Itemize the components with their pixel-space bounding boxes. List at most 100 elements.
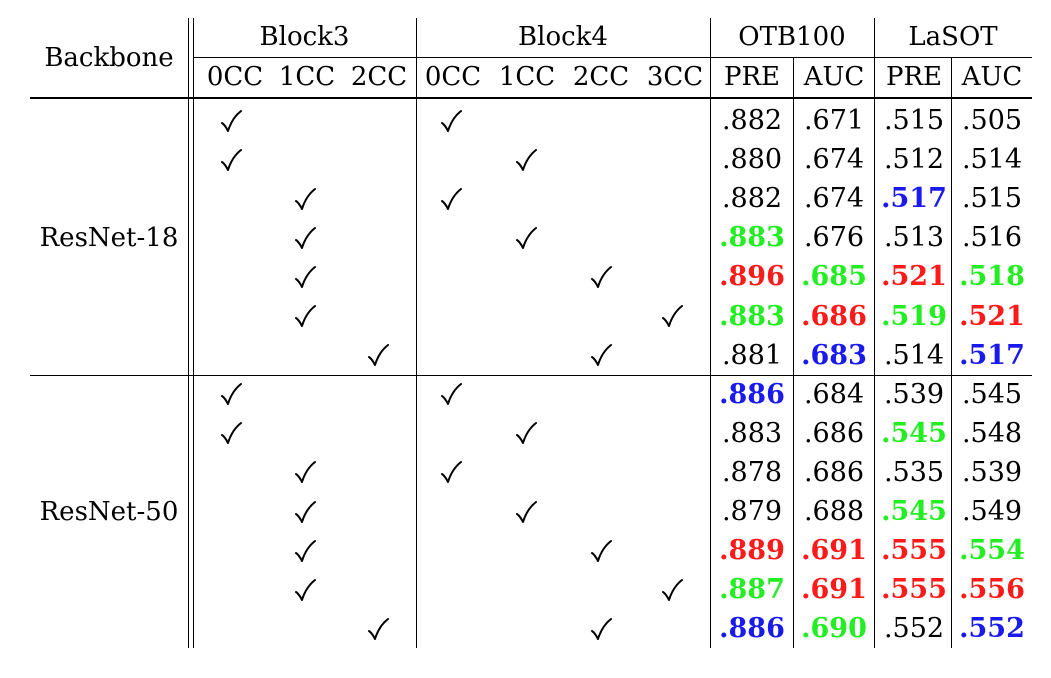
otb100-pre-value: .886 (719, 378, 785, 410)
lasot-pre-value: .515 (883, 105, 945, 137)
lasot-auc-value: .552 (959, 613, 1025, 645)
otb100-auc-value: .685 (801, 261, 867, 293)
vertical-rule-block4 (416, 18, 418, 648)
block4-2cc-header: 2CC (572, 62, 630, 92)
otb100-pre-value: .879 (721, 496, 783, 528)
checkmark-icon (290, 184, 320, 214)
header-separator (193, 57, 1032, 59)
lasot-auc-value: .545 (961, 378, 1023, 410)
lasot-auc-value: .515 (961, 183, 1023, 215)
checkmark-icon (363, 614, 393, 644)
checkmark-icon (511, 497, 541, 527)
checkmark-icon (290, 262, 320, 292)
lasot-header: LaSOT (908, 22, 998, 52)
lasot-pre-value: .535 (883, 456, 945, 488)
block4-0cc-header: 0CC (424, 62, 482, 92)
lasot-pre-value: .514 (883, 339, 945, 371)
checkmark-icon (363, 340, 393, 370)
otb100-header: OTB100 (738, 22, 846, 52)
checkmark-icon (586, 614, 616, 644)
otb100-auc-value: .674 (803, 144, 865, 176)
backbone-header: Backbone (44, 42, 174, 73)
otb100-pre-value: .882 (721, 183, 783, 215)
checkmark-icon (586, 262, 616, 292)
otb100-auc-value: .686 (803, 417, 865, 449)
lasot-auc-header: AUC (961, 62, 1023, 92)
lasot-pre-value: .512 (883, 144, 945, 176)
otb100-auc-value: .686 (803, 456, 865, 488)
lasot-pre-value: .539 (883, 378, 945, 410)
checkmark-icon (511, 418, 541, 448)
otb100-auc-value: .691 (801, 535, 867, 567)
otb100-auc-header: AUC (803, 62, 865, 92)
checkmark-icon (290, 457, 320, 487)
block4-1cc-header: 1CC (498, 62, 556, 92)
lasot-auc-value: .517 (959, 339, 1025, 371)
vertical-rule-double-right (193, 18, 195, 648)
lasot-auc-value: .505 (961, 105, 1023, 137)
checkmark-icon (586, 536, 616, 566)
vertical-rule-lasot-pre-auc (951, 57, 953, 648)
lasot-auc-value: .539 (961, 456, 1023, 488)
checkmark-icon (216, 379, 246, 409)
backbone-label: ResNet-50 (39, 496, 179, 527)
lasot-auc-value: .556 (959, 574, 1025, 606)
otb100-auc-value: .688 (803, 496, 865, 528)
lasot-auc-value: .518 (959, 261, 1025, 293)
lasot-auc-value: .516 (961, 222, 1023, 254)
checkmark-icon (436, 184, 466, 214)
checkmark-icon (657, 575, 687, 605)
checkmark-icon (511, 223, 541, 253)
otb100-pre-value: .889 (719, 535, 785, 567)
lasot-pre-value: .545 (881, 496, 947, 528)
lasot-auc-value: .548 (961, 417, 1023, 449)
checkmark-icon (216, 418, 246, 448)
block3-2cc-header: 2CC (350, 62, 408, 92)
otb100-pre-value: .883 (721, 417, 783, 449)
otb100-pre-value: .883 (719, 222, 785, 254)
checkmark-icon (436, 457, 466, 487)
section-separator (30, 375, 1032, 377)
otb100-auc-value: .676 (803, 222, 865, 254)
lasot-pre-value: .545 (881, 417, 947, 449)
otb100-pre-value: .883 (719, 300, 785, 332)
block4-header: Block4 (518, 22, 608, 52)
checkmark-icon (511, 145, 541, 175)
otb100-pre-value: .881 (721, 339, 783, 371)
checkmark-icon (290, 497, 320, 527)
vertical-rule-lasot (874, 18, 876, 648)
otb100-auc-value: .691 (801, 574, 867, 606)
otb100-pre-header: PRE (723, 62, 781, 92)
otb100-pre-value: .886 (719, 613, 785, 645)
lasot-pre-value: .552 (883, 613, 945, 645)
backbone-label: ResNet-18 (39, 222, 179, 253)
checkmark-icon (290, 301, 320, 331)
block3-0cc-header: 0CC (206, 62, 264, 92)
otb100-auc-value: .671 (803, 105, 865, 137)
otb100-auc-value: .674 (803, 183, 865, 215)
lasot-auc-value: .549 (961, 496, 1023, 528)
lasot-pre-value: .555 (881, 574, 947, 606)
block3-1cc-header: 1CC (278, 62, 336, 92)
checkmark-icon (290, 575, 320, 605)
otb100-pre-value: .878 (721, 456, 783, 488)
lasot-auc-value: .521 (959, 300, 1025, 332)
otb100-pre-value: .887 (719, 574, 785, 606)
lasot-auc-value: .554 (959, 535, 1025, 567)
lasot-pre-header: PRE (885, 62, 943, 92)
checkmark-icon (216, 145, 246, 175)
lasot-pre-value: .521 (881, 261, 947, 293)
otb100-pre-value: .896 (719, 261, 785, 293)
checkmark-icon (436, 379, 466, 409)
otb100-auc-value: .683 (801, 339, 867, 371)
checkmark-icon (290, 536, 320, 566)
lasot-pre-value: .517 (881, 183, 947, 215)
vertical-rule-double-left (188, 18, 190, 648)
checkmark-icon (290, 223, 320, 253)
checkmark-icon (586, 340, 616, 370)
vertical-rule-otb100 (710, 18, 712, 648)
lasot-pre-value: .513 (883, 222, 945, 254)
block4-3cc-header: 3CC (646, 62, 704, 92)
otb100-pre-value: .880 (721, 144, 783, 176)
